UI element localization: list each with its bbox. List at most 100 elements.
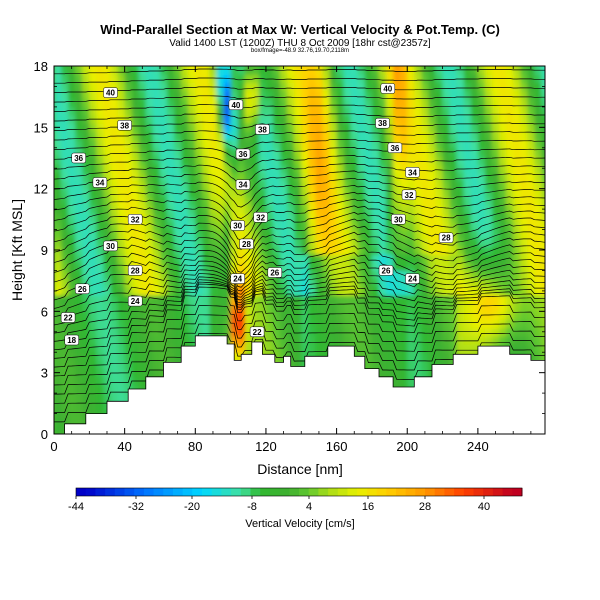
field-cell [68,401,76,411]
field-cell [110,188,119,198]
field-cell [230,82,239,92]
field-cell [152,286,161,296]
field-cell [251,188,260,198]
field-cell [294,360,302,370]
field-cell [209,180,218,190]
field-cell [470,172,479,182]
field-cell [400,221,408,231]
field-cell [371,327,380,337]
field-cell [407,213,415,222]
field-cell [393,131,401,141]
field-cell [442,262,451,272]
field-cell [534,221,543,231]
isentrope-line [54,283,545,368]
field-cell [513,139,521,149]
field-cell [456,115,465,124]
field-cell [117,352,126,361]
field-cell [414,213,422,222]
field-cell [202,90,211,100]
contour-label-17: 24 [230,273,245,284]
field-cell [534,254,543,263]
field-cell [343,245,352,255]
field-cell [75,229,83,239]
field-cell [82,98,90,108]
field-cell [329,311,338,321]
field-cell [117,319,126,329]
field-cell [484,245,493,255]
field-cell [477,295,486,304]
field-cell [470,229,479,239]
contour-label-text: 32 [256,213,265,222]
field-cell [258,180,267,190]
field-cell [54,147,62,157]
field-cell [357,147,366,157]
field-cell [534,278,543,288]
field-cell [258,295,267,304]
field-cell [421,66,430,75]
field-cell [520,213,528,222]
field-cell [265,262,274,272]
field-cell [131,90,140,100]
colorbar-swatch [134,488,145,496]
field-cell [167,156,175,165]
colorbar-swatch [124,488,135,496]
field-cell [96,368,105,378]
field-cell [357,74,366,83]
field-cell [89,66,97,75]
field-cell [520,278,528,288]
field-cell [287,147,295,157]
field-cell [61,196,69,206]
field-cell [492,82,500,92]
field-cell [96,213,105,222]
field-cell [527,319,535,329]
field-cell [209,237,218,247]
field-cell [336,221,345,231]
field-cell [124,229,133,239]
field-cell [484,262,493,272]
field-cell [456,278,465,288]
isentrope-line [54,113,545,122]
field-cell [103,352,112,361]
field-cell [251,106,260,116]
field-cell [117,335,126,345]
field-cell [364,188,373,198]
colorbar-swatch [454,488,465,496]
field-cell [181,66,189,75]
field-cell [75,74,83,83]
field-cell [470,196,479,206]
field-cell [357,188,366,198]
field-cell [167,90,175,100]
field-cell [315,303,324,312]
field-cell [188,90,196,100]
field-cell [287,82,295,92]
field-cell [449,262,458,272]
field-cell [223,106,232,116]
field-cell [54,393,62,402]
field-cell [308,311,316,321]
field-cell [513,286,521,296]
field-cell [202,221,211,231]
field-cell [499,303,507,312]
field-cell [273,229,281,239]
field-cell [456,213,465,222]
field-cell [541,131,545,141]
field-cell [393,335,401,345]
field-cell [258,229,267,239]
field-cell [202,254,211,263]
field-cell [68,393,76,402]
field-cell [287,221,295,231]
field-cell [138,221,147,231]
field-cell [265,245,274,255]
field-cell [308,335,316,345]
field-cell [499,82,507,92]
field-cell [110,180,119,190]
field-cell [82,115,90,124]
isentrope-line [54,170,545,196]
field-cell [145,123,154,132]
field-cell [216,327,225,337]
colorbar-swatch [376,488,387,496]
field-cell [152,66,161,67]
field-cell [442,327,451,337]
field-cell [145,278,154,288]
field-cell [322,131,331,141]
